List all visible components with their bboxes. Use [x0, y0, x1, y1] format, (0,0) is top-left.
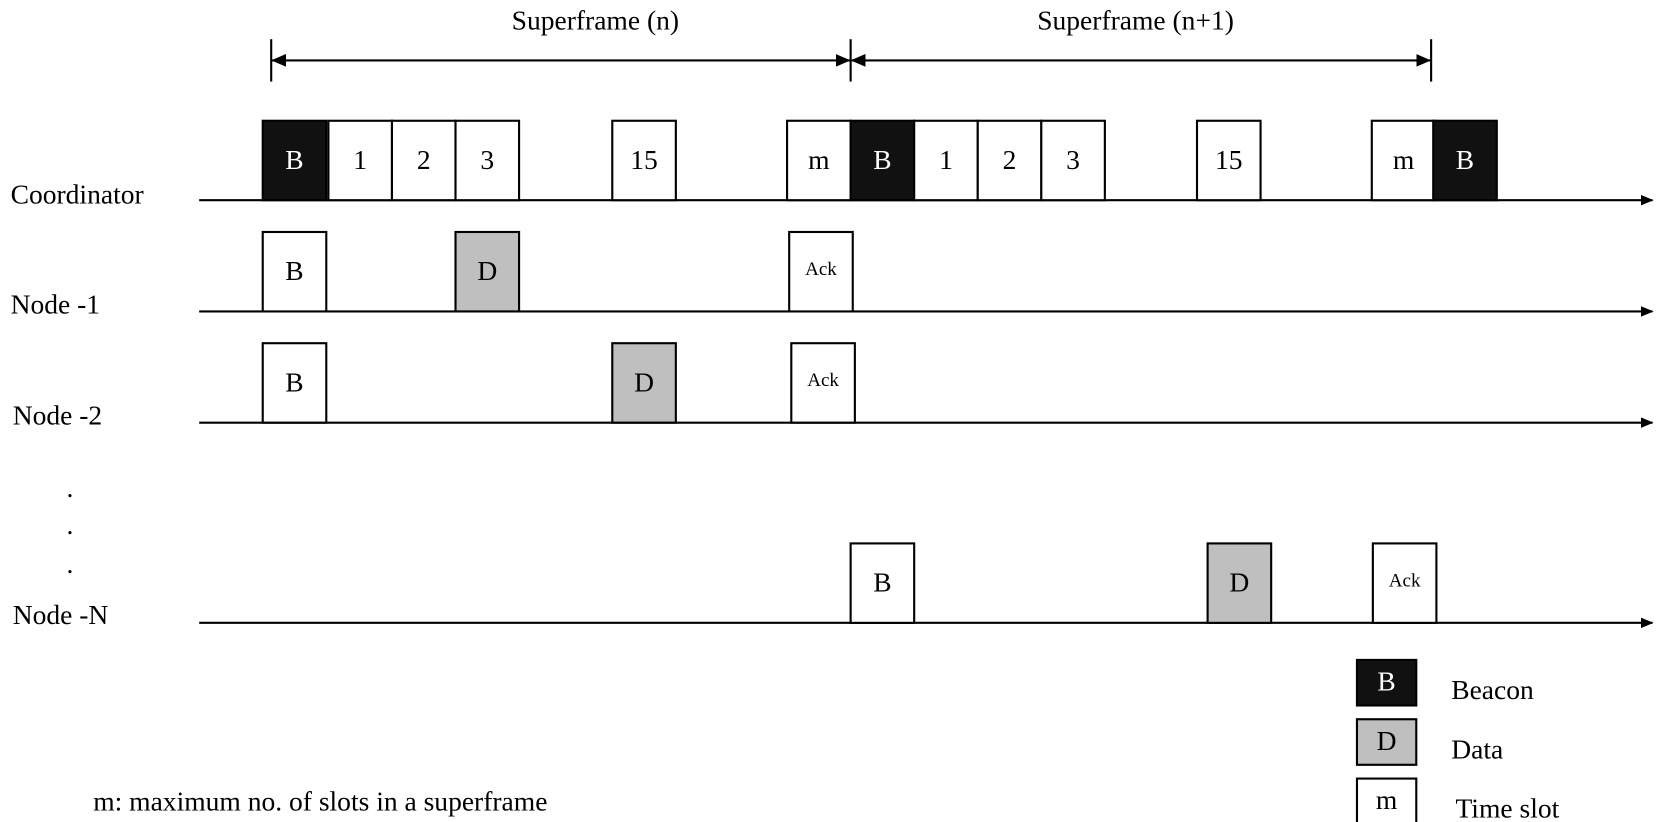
slot: [611, 342, 677, 424]
slot-label: Ack: [1389, 570, 1421, 591]
slot: [611, 119, 677, 202]
slot: [454, 230, 521, 313]
superframe-arrows: [270, 39, 1433, 82]
superframe-label: Superframe (n+1): [1037, 5, 1234, 36]
slot-label: Ack: [805, 259, 837, 280]
slot-label: 15: [630, 144, 658, 175]
ellipsis-dot: .: [66, 548, 73, 579]
slot-label: B: [285, 366, 303, 397]
slot-label: 3: [480, 144, 494, 175]
ellipsis-dot: .: [66, 472, 73, 503]
slot-label: 1: [939, 144, 953, 175]
slot: [913, 119, 979, 202]
slot: [788, 230, 854, 313]
legend-symbol: B: [1377, 666, 1395, 697]
slot: [1370, 119, 1437, 202]
slot: [1432, 119, 1498, 202]
legend-label: Data: [1451, 733, 1503, 764]
slot: [454, 119, 521, 202]
legend-swatch: [1355, 718, 1418, 766]
slot: [786, 119, 852, 202]
slot-label: B: [1456, 144, 1474, 175]
row-label: Coordinator: [11, 178, 144, 209]
slot-label: D: [477, 255, 497, 286]
slot: [849, 542, 916, 624]
footnote: m: maximum no. of slots in a superframe: [93, 785, 547, 816]
slot: [1195, 119, 1262, 202]
slot-label: D: [634, 366, 654, 397]
slot-label: 3: [1066, 144, 1080, 175]
slot-label: B: [873, 567, 891, 598]
slot-label: B: [285, 144, 303, 175]
legend-swatch: [1355, 777, 1418, 822]
ellipsis-dot: .: [66, 509, 73, 540]
superframe-label: Superframe (n): [512, 5, 679, 36]
slot-label: m: [808, 144, 829, 175]
slot: [261, 342, 328, 424]
slot: [261, 119, 328, 202]
slot-label: m: [1393, 144, 1414, 175]
slot-label: D: [1229, 567, 1249, 598]
row-label: Node -N: [13, 599, 109, 630]
row-label: Node -1: [11, 289, 100, 320]
slot-label: B: [873, 144, 891, 175]
slot-label: 1: [353, 144, 367, 175]
slot: [1206, 542, 1273, 624]
row-label: Node -2: [13, 400, 102, 431]
slot-label: 15: [1215, 144, 1243, 175]
slot-label: Ack: [807, 370, 839, 391]
slot-label: 2: [417, 144, 431, 175]
slot: [261, 230, 328, 313]
slot-label: B: [285, 255, 303, 286]
slot: [1371, 542, 1438, 624]
slot-label: 2: [1003, 144, 1017, 175]
legend-symbol: m: [1376, 784, 1397, 815]
legend-label: Beacon: [1451, 674, 1534, 705]
legend-label: Time slot: [1455, 793, 1559, 822]
legend-symbol: D: [1377, 725, 1397, 756]
slot: [849, 119, 916, 202]
slot: [790, 342, 856, 424]
legend-swatch: [1355, 658, 1418, 707]
slot: [1040, 119, 1106, 202]
slot: [976, 119, 1043, 202]
